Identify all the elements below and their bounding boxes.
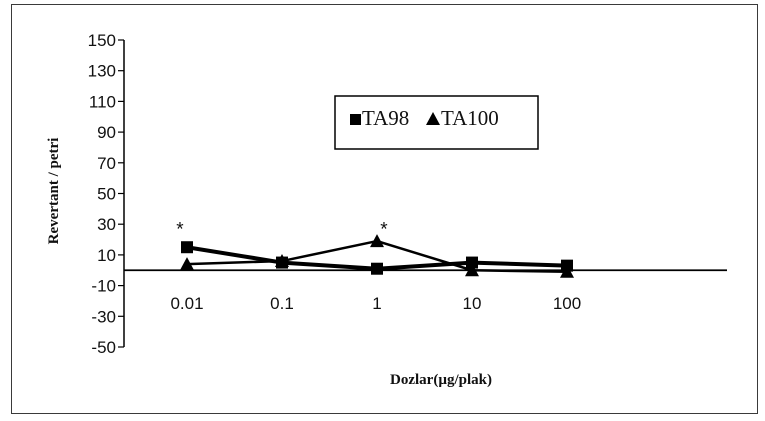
series-group (180, 234, 574, 278)
x-tick-label: 0.01 (170, 294, 203, 313)
data-point-ta100 (465, 263, 479, 277)
x-tick-label: 10 (463, 294, 482, 313)
data-point-ta100 (275, 254, 289, 268)
y-tick-label: 150 (88, 31, 116, 50)
data-point-ta98 (181, 241, 193, 254)
x-axis: 0.01 0.1 1 10 100 (124, 269, 727, 313)
x-axis-title: Dozlar(µg/plak) (390, 372, 492, 388)
annotations: * * (176, 219, 388, 240)
legend-square-icon (350, 114, 361, 125)
y-tick-label: 90 (97, 123, 116, 142)
y-tick-label: 30 (97, 215, 116, 234)
y-tick-label: -50 (91, 338, 116, 357)
data-point-ta100 (370, 234, 384, 248)
y-tick-label: -10 (91, 277, 116, 296)
legend: TA98 TA100 (334, 95, 539, 150)
chart-frame (11, 4, 758, 414)
x-tick-label: 1 (372, 294, 381, 313)
y-tick-label: 10 (97, 246, 116, 265)
significance-asterisk: * (380, 219, 388, 240)
data-point-ta98 (466, 256, 478, 269)
legend-label-ta98: TA98 (362, 106, 409, 130)
y-tick-label: 70 (97, 154, 116, 173)
data-point-ta100 (560, 264, 574, 278)
data-point-ta98 (371, 262, 383, 275)
y-axis: 150 130 110 90 70 50 30 10 -10 -30 -50 (88, 31, 125, 357)
x-tick-label: 100 (553, 294, 581, 313)
y-tick-label: 130 (88, 62, 116, 81)
y-tick-label: 50 (97, 185, 116, 204)
significance-asterisk: * (176, 219, 184, 240)
legend-label-ta100: TA100 (441, 106, 499, 130)
data-point-ta100 (180, 257, 194, 271)
y-tick-label: 110 (89, 92, 116, 111)
legend-triangle-icon (426, 112, 440, 125)
y-tick-label: -30 (91, 307, 116, 326)
x-tick-label: 0.1 (270, 294, 294, 313)
y-axis-title: Revertant / petri (46, 138, 62, 245)
